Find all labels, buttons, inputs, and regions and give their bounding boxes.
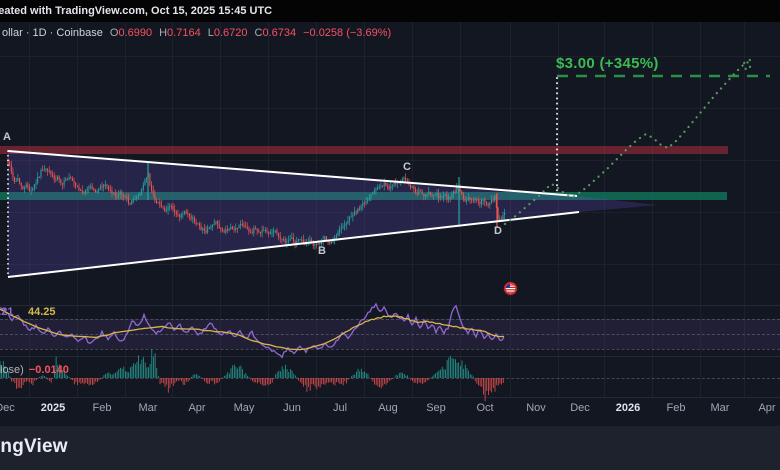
- time-axis-label: Jun: [283, 402, 301, 414]
- us-flag-event-icon[interactable]: [503, 281, 518, 296]
- symbol-name: ollar · 1D · Coinbase: [2, 27, 103, 39]
- time-axis[interactable]: Dec 2025 Feb Mar Apr May Jun Jul Aug Sep Oct Nov Dec…: [0, 398, 780, 422]
- macd-label-partial: lose): [0, 364, 24, 376]
- rsi-line-value-partial: 37.21: [0, 306, 14, 318]
- low-label: L: [207, 27, 214, 39]
- time-axis-label: Apr: [758, 402, 776, 414]
- symbol-info-row: ollar · 1D · Coinbase O0.6990 H0.7164 L0.67…: [2, 27, 391, 39]
- time-axis-label: Nov: [526, 402, 546, 414]
- time-axis-label: 2026: [615, 402, 641, 414]
- time-axis-label: Aug: [378, 402, 398, 414]
- open-value: 0.6990: [118, 27, 153, 39]
- time-axis-label: Sep: [426, 402, 446, 414]
- pattern-point-b: B: [318, 245, 326, 257]
- time-axis-label: Feb: [666, 402, 686, 414]
- logo-bar: TradingView: [0, 426, 780, 470]
- rsi-ma-value: 44.25: [28, 306, 56, 318]
- macd-indicator-row: lose) −0.0140: [0, 364, 69, 376]
- time-axis-label: Oct: [476, 402, 494, 414]
- pattern-point-d: D: [494, 225, 502, 237]
- price-target-label: $3.00 (+345%): [556, 55, 659, 72]
- pattern-point-a: A: [3, 131, 11, 143]
- watermark-header-text: Created with TradingView.com, Oct 15, 20…: [0, 5, 273, 17]
- time-axis-label: Apr: [188, 402, 206, 414]
- low-value: 0.6720: [213, 27, 248, 39]
- time-axis-label: May: [233, 402, 255, 414]
- close-value: 0.6734: [262, 27, 297, 39]
- time-axis-label: Feb: [92, 402, 112, 414]
- time-axis-label: Mar: [138, 402, 158, 414]
- time-axis-label: Jul: [332, 402, 348, 414]
- tradingview-logo-text: TradingView: [0, 436, 68, 457]
- change-value: −0.0258 (−3.69%): [303, 27, 392, 39]
- high-label: H: [159, 27, 168, 39]
- time-axis-label: Mar: [710, 402, 730, 414]
- time-axis-label: Dec: [0, 402, 15, 414]
- time-axis-label: 2025: [40, 402, 66, 414]
- pattern-point-c: C: [403, 161, 411, 173]
- macd-value: −0.0140: [28, 364, 69, 376]
- high-value: 0.7164: [167, 27, 201, 39]
- open-label: O: [109, 27, 119, 39]
- watermark-header-bar: Created with TradingView.com, Oct 15, 20…: [0, 0, 780, 22]
- time-axis-label: Dec: [570, 402, 590, 414]
- close-label: C: [254, 27, 263, 39]
